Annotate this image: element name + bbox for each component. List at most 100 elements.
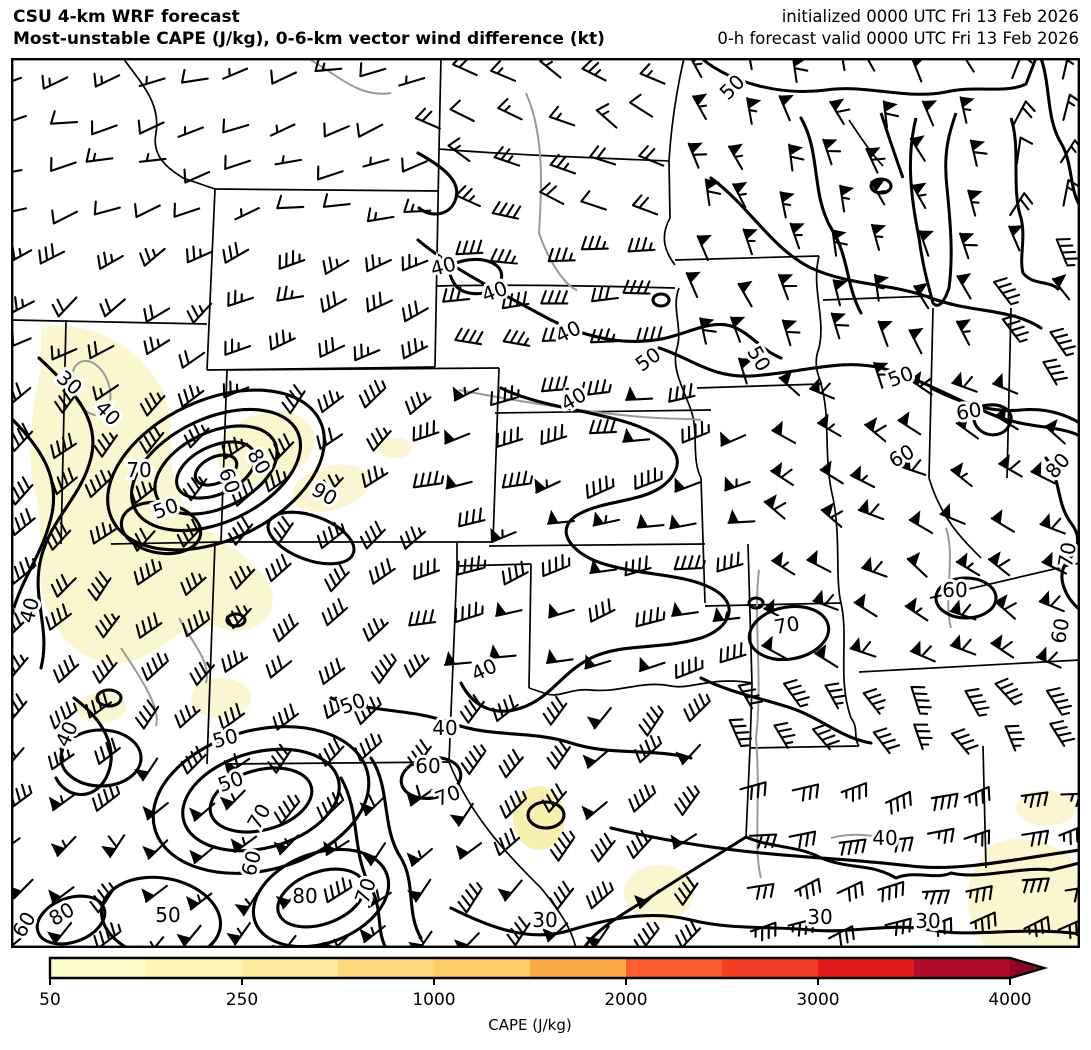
colorbar-tick-label: 4000	[988, 990, 1031, 1010]
barb-staff	[316, 427, 344, 450]
wind-barb	[956, 272, 972, 300]
barb-staff	[748, 58, 753, 71]
product-title: CSU 4-km WRF forecast	[13, 7, 240, 27]
wind-barb	[930, 792, 959, 812]
wind-barb	[354, 696, 382, 726]
wind-barb	[1023, 915, 1051, 938]
barb-staff	[229, 565, 256, 590]
barb-staff	[761, 644, 787, 659]
wind-barb	[180, 745, 207, 775]
barb-staff	[222, 67, 249, 80]
wind-barb	[11, 382, 32, 406]
wind-barb	[839, 184, 855, 213]
barb-staff	[716, 551, 744, 573]
wind-barb	[778, 370, 801, 397]
barb-staff	[354, 696, 382, 726]
wind-barb	[318, 737, 345, 767]
barb-staff	[177, 126, 204, 138]
state-border	[206, 188, 216, 371]
barb-staff	[146, 801, 169, 821]
wind-barb	[186, 302, 213, 324]
wind-barb	[967, 189, 983, 217]
wind-barb	[488, 644, 517, 660]
barb-staff	[770, 468, 795, 487]
wind-barb	[135, 612, 163, 639]
barb-staff	[401, 157, 428, 173]
contour-label: 60	[415, 754, 440, 778]
wind-barb	[853, 593, 878, 618]
wind-barb	[130, 527, 156, 552]
barb-staff	[792, 58, 809, 84]
wind-barb	[138, 75, 166, 88]
barb-staff	[1012, 100, 1036, 126]
wind-barb	[791, 783, 820, 802]
wind-barb	[547, 603, 575, 619]
barb-staff	[412, 470, 445, 489]
contour-label: 60	[11, 907, 41, 941]
barb-staff	[669, 522, 697, 530]
barb-staff	[498, 748, 524, 779]
wind-barb	[323, 877, 353, 904]
barb-staff	[1055, 237, 1079, 267]
wind-barb	[91, 784, 121, 812]
wind-barb	[54, 388, 79, 414]
barb-staff	[955, 320, 971, 346]
wind-barb	[541, 783, 567, 813]
wind-barb	[1061, 58, 1080, 80]
wind-barb	[885, 790, 912, 815]
wind-barb	[189, 661, 215, 687]
contour-label: 40	[872, 826, 897, 850]
barb-staff	[692, 95, 708, 121]
wind-barb	[93, 922, 122, 948]
barb-staff	[94, 737, 121, 765]
barb-staff	[1062, 93, 1080, 121]
contour-label: 60	[236, 848, 266, 879]
wind-diff-contour	[175, 440, 257, 500]
wind-diff-contour	[799, 116, 863, 315]
wind-barb	[356, 122, 384, 138]
barb-staff	[183, 168, 211, 184]
wind-barb	[720, 431, 747, 447]
wind-barb	[447, 137, 471, 163]
wind-barb	[696, 234, 712, 262]
barb-staff	[224, 154, 251, 170]
barb-staff	[364, 793, 386, 817]
barb-staff	[763, 500, 787, 520]
wind-barb	[267, 743, 292, 774]
wind-barb	[130, 481, 157, 505]
barb-staff	[909, 137, 926, 162]
contour-label: 60	[954, 397, 983, 425]
wind-barb	[323, 839, 350, 856]
wind-barb	[269, 515, 294, 546]
wind-barb	[358, 379, 387, 409]
barb-staff	[990, 640, 1015, 659]
barb-staff	[499, 790, 528, 819]
wind-barb	[403, 198, 432, 214]
barb-staff	[353, 343, 381, 362]
wind-barb	[712, 606, 741, 622]
barb-staff	[51, 209, 79, 225]
wind-barb	[590, 832, 616, 863]
barb-staff	[635, 325, 664, 343]
barb-staff	[316, 792, 345, 821]
wind-barb	[904, 597, 929, 622]
wind-barb	[687, 142, 708, 169]
colorbar-segment	[530, 958, 627, 978]
barb-staff	[93, 432, 118, 458]
barb-staff	[636, 524, 665, 529]
river	[830, 833, 892, 839]
state-border	[226, 367, 500, 371]
wind-barb	[318, 474, 344, 499]
barb-staff	[838, 838, 867, 856]
wind-barb	[827, 925, 855, 947]
wind-barb	[139, 247, 166, 267]
wind-barb	[47, 747, 75, 771]
wind-diff-contour	[609, 826, 1080, 869]
barb-staff	[404, 391, 432, 416]
barb-staff	[873, 361, 887, 389]
wind-barb	[906, 552, 928, 578]
wind-barb	[882, 100, 900, 129]
wind-barb	[812, 589, 839, 611]
wind-barb	[264, 469, 292, 493]
barb-staff	[791, 783, 820, 802]
